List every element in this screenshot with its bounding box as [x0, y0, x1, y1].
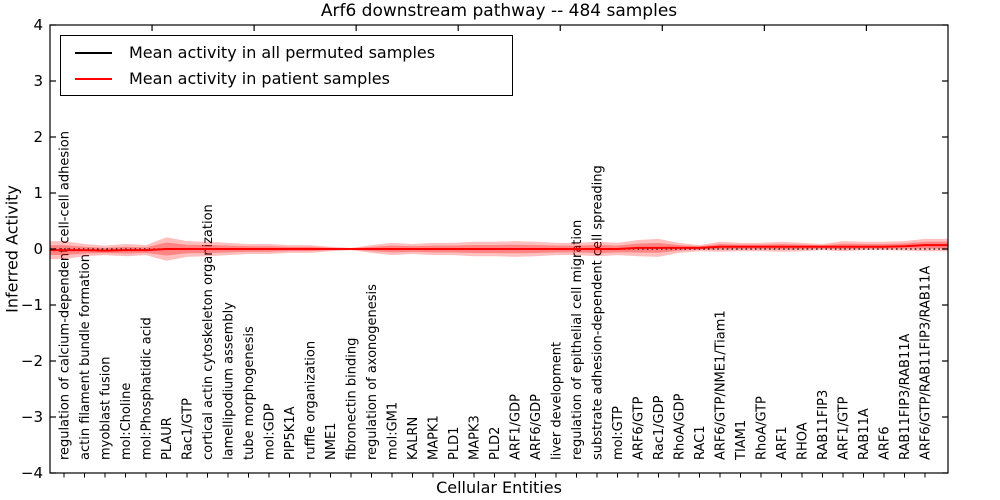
x-tick-label: actin filament bundle formation	[78, 254, 93, 460]
y-tick-label: 3	[33, 72, 43, 90]
x-tick-label: MAPK1	[427, 415, 442, 460]
x-tick-label: TIAM1	[734, 420, 749, 461]
patient-mean-line	[50, 244, 948, 252]
legend-label-patient: Mean activity in patient samples	[129, 69, 390, 88]
x-tick-label: PLD1	[447, 427, 462, 460]
x-tick-label: mol:GTP	[611, 406, 626, 460]
x-tick-label: RAB11A	[857, 408, 872, 460]
x-tick-label: RhoA/GDP	[673, 393, 688, 460]
legend-label-permuted: Mean activity in all permuted samples	[129, 43, 436, 62]
x-tick-label: ARF6/GTP/NME1/Tiam1	[714, 310, 729, 460]
x-tick-label: myoblast fusion	[99, 356, 114, 460]
legend-item-patient: Mean activity in patient samples	[61, 69, 512, 88]
y-tick-label: −1	[21, 296, 43, 314]
x-tick-label: ARF1	[775, 426, 790, 460]
x-tick-label: PLAUR	[160, 417, 175, 460]
permuted-line-swatch-icon	[75, 51, 112, 54]
x-tick-label: regulation of epithelial cell migration	[570, 220, 585, 460]
x-tick-label: ARF1/GTP	[837, 396, 852, 460]
chart-title: Arf6 downstream pathway -- 484 samples	[320, 1, 678, 21]
x-tick-label: fibronectin binding	[345, 338, 360, 460]
y-tick-label: −2	[21, 352, 43, 370]
x-tick-label: RhoA/GTP	[755, 396, 770, 460]
legend: Mean activity in all permuted samples Me…	[60, 35, 513, 96]
x-tick-label: ARF1/GDP	[509, 394, 524, 460]
x-tick-label: KALRN	[406, 417, 421, 460]
x-tick-label: ARF6/GTP/RAB11FIP3/RAB11A	[919, 266, 934, 460]
x-tick-label: mol:GDP	[263, 403, 278, 460]
y-tick-label: −4	[21, 464, 43, 482]
x-tick-label: mol:Choline	[119, 383, 134, 460]
x-tick-label: Rac1/GTP	[181, 398, 196, 460]
y-tick-label: 1	[33, 184, 43, 202]
x-tick-label: mol:GM1	[386, 402, 401, 460]
x-tick-label: RHOA	[796, 422, 811, 460]
x-tick-label: mol:Phosphatidic acid	[140, 317, 155, 460]
x-axis-label: Cellular Entities	[436, 478, 562, 497]
x-tick-label: ARF6/GDP	[529, 394, 544, 460]
x-tick-label: RAB11FIP3/RAB11A	[898, 333, 913, 460]
x-tick-label: RAB11FIP3	[816, 390, 831, 460]
x-tick-label: liver development	[550, 342, 565, 460]
x-tick-label: MAPK3	[468, 415, 483, 460]
x-tick-label: Rac1/GDP	[652, 395, 667, 460]
x-tick-label: substrate adhesion-dependent cell spread…	[591, 165, 606, 460]
x-tick-label: cortical actin cytoskeleton organization	[201, 204, 216, 460]
x-tick-label: ARF6/GTP	[632, 396, 647, 460]
x-tick-label: NME1	[324, 423, 339, 460]
y-tick-label: −3	[21, 408, 43, 426]
patient-line-swatch-icon	[75, 77, 112, 80]
legend-item-permuted: Mean activity in all permuted samples	[61, 43, 512, 62]
x-tick-label: lamellipodium assembly	[222, 302, 237, 460]
x-tick-label: ARF6	[878, 426, 893, 460]
y-tick-label: 4	[33, 16, 43, 34]
x-tick-label: PLD2	[488, 427, 503, 460]
x-tick-label: RAC1	[693, 425, 708, 460]
x-tick-label: tube morphogenesis	[242, 326, 257, 460]
x-tick-label: regulation of calcium-dependent cell-cel…	[58, 131, 73, 460]
y-tick-label: 2	[33, 128, 43, 146]
y-axis-label: Inferred Activity	[2, 185, 22, 313]
x-tick-label: ruffle organization	[304, 341, 319, 460]
x-tick-label: PIP5K1A	[283, 406, 298, 460]
x-tick-label: regulation of axonogenesis	[365, 284, 380, 460]
y-tick-label: 0	[33, 240, 43, 258]
